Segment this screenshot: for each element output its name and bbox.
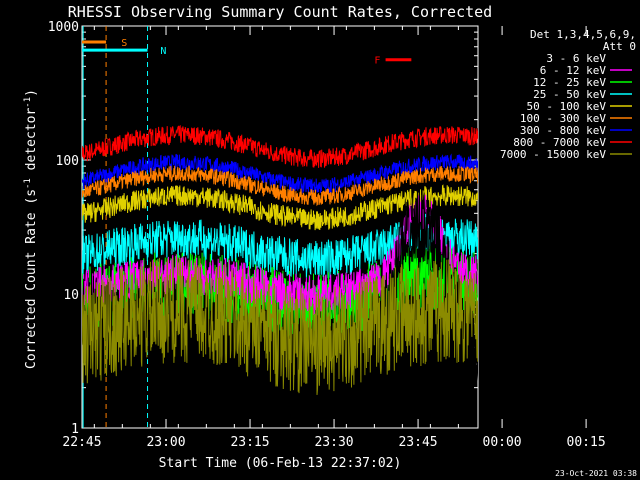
y-tick-label: 1: [71, 422, 79, 437]
legend-header-line: Att 0: [603, 40, 636, 53]
legend-entry-label: 300 - 800 keV: [520, 124, 606, 137]
x-tick-label: 23:00: [146, 435, 185, 450]
data-layer: [82, 26, 478, 428]
x-tick-label: 23:15: [230, 435, 269, 450]
y-axis-label: Corrected Count Rate (s-1 detector-1): [23, 89, 39, 369]
x-tick-label: 00:00: [483, 435, 522, 450]
legend-entry-label: 3 - 6 keV: [546, 52, 606, 65]
legend-entry-label: 6 - 12 keV: [540, 64, 607, 77]
y-tick-label: 1000: [48, 20, 79, 35]
x-tick-label: 00:15: [567, 435, 606, 450]
x-tick-label: 22:45: [62, 435, 101, 450]
series-line-8: [82, 257, 478, 395]
y-tick-label: 100: [56, 154, 79, 169]
x-tick-label: 23:30: [314, 435, 353, 450]
legend-entry-label: 12 - 25 keV: [533, 76, 606, 89]
y-axis-label-main: Corrected Count Rate (s: [24, 189, 39, 369]
legend-entry-label: 25 - 50 keV: [533, 88, 606, 101]
x-axis-label: Start Time (06-Feb-13 22:37:02): [159, 456, 402, 471]
footer-timestamp: 23-Oct-2021 03:38: [555, 469, 637, 478]
y-tick-label: 10: [63, 288, 79, 303]
flag-label-s: S: [121, 38, 127, 49]
plot-area: 1 10 100 1000 22:45 23:00 23:15 23:30 23:45 00:00…: [48, 20, 606, 450]
y-axis-label-mid: detector: [24, 108, 39, 179]
y-axis-label-sup1: -1: [23, 178, 33, 189]
legend-entry-label: 50 - 100 keV: [527, 100, 607, 113]
legend-entry-label: 100 - 300 keV: [520, 112, 606, 125]
series-line-7: [82, 125, 478, 168]
legend-header-line: Det 1,3,4,5,6,9,: [530, 28, 636, 41]
flag-label-f: F: [374, 56, 380, 67]
series-line-4: [82, 184, 478, 231]
plot-frame: [81, 25, 479, 429]
series-line-5: [82, 165, 478, 207]
chart-title: RHESSI Observing Summary Count Rates, Co…: [68, 3, 492, 21]
legend-entry-label: 800 - 7000 keV: [513, 136, 606, 149]
x-tick-label: 23:45: [398, 435, 437, 450]
y-axis-label-end: ): [24, 89, 39, 97]
legend-entry-label: 7000 - 15000 keV: [500, 148, 606, 161]
y-axis-label-sup2: -1: [23, 97, 33, 108]
flag-label-n: N: [160, 46, 166, 57]
